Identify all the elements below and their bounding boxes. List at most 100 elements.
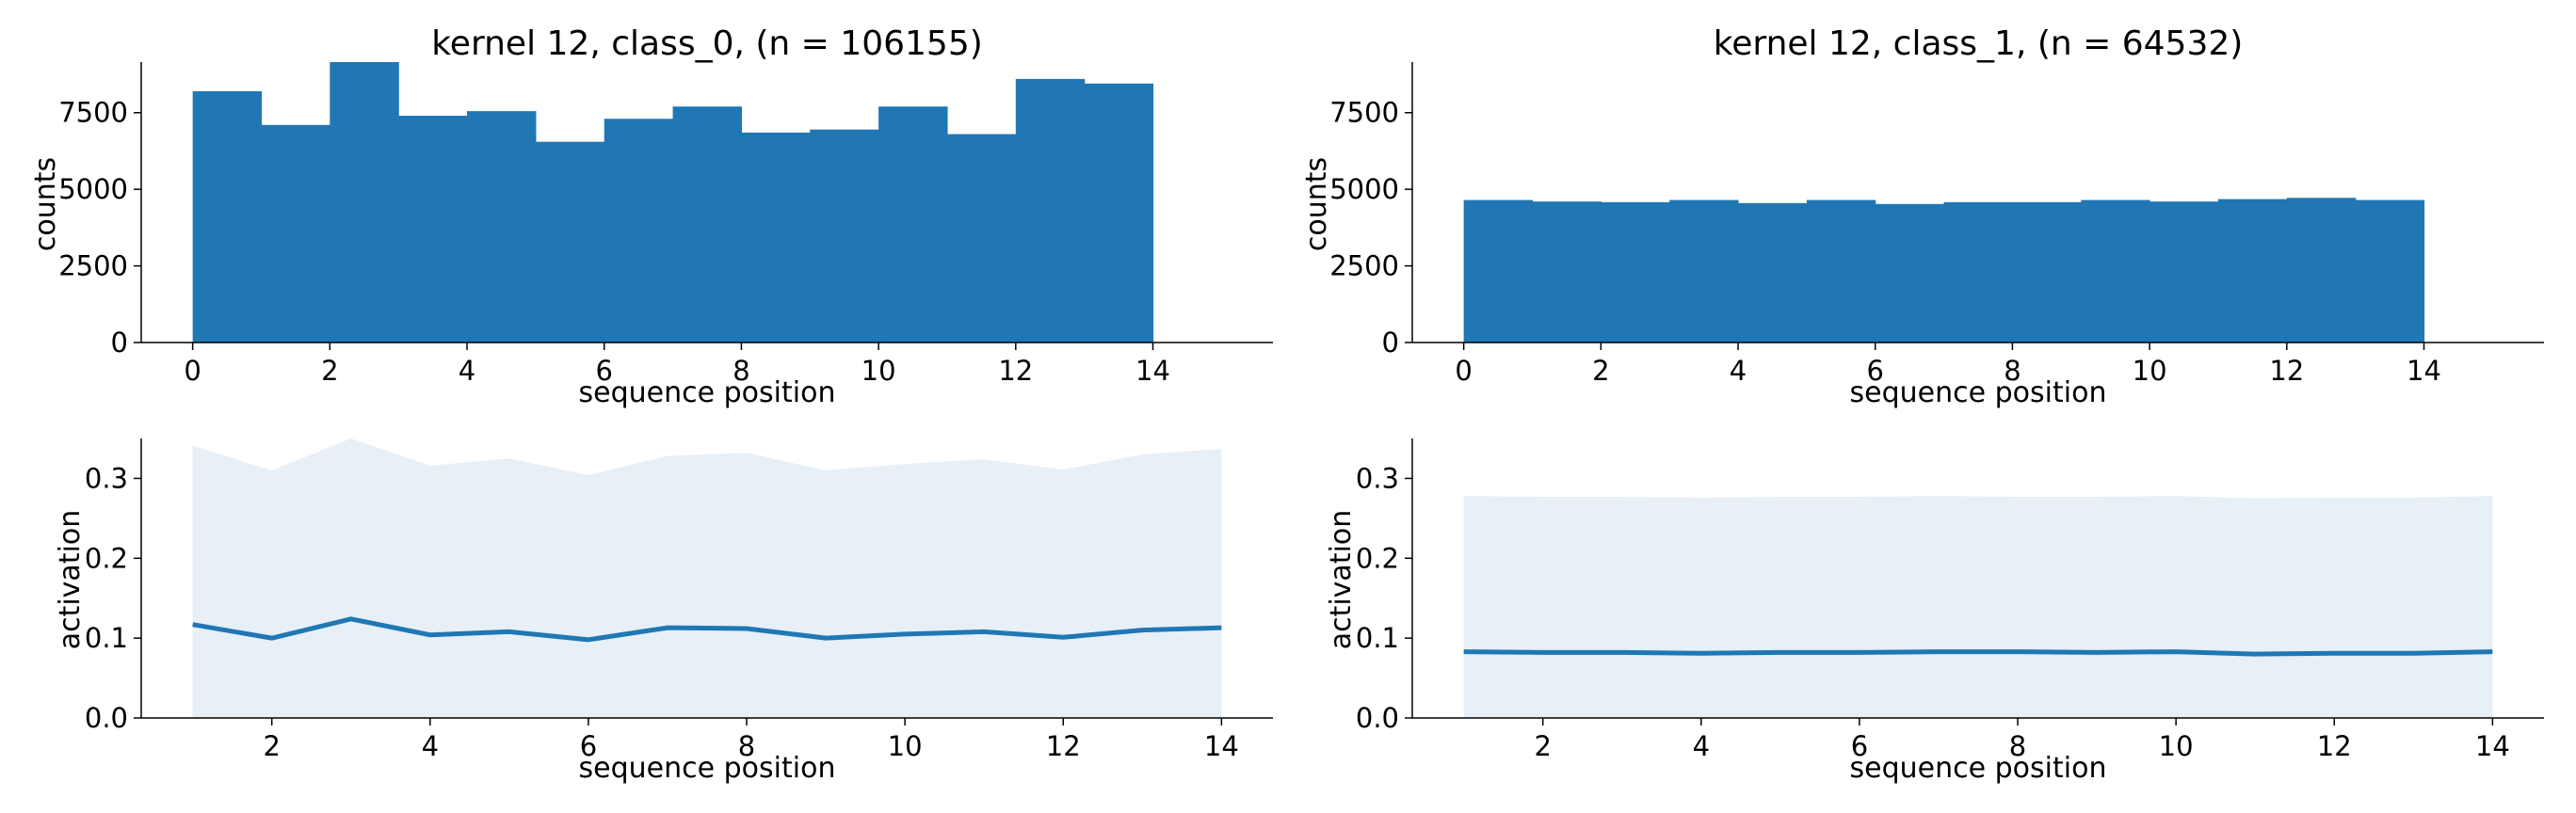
x-tick-label: 8: [733, 355, 749, 387]
histogram-bar: [2012, 201, 2082, 343]
bars: [1463, 198, 2425, 343]
axes: 0 2 4 6 8 10 12 14 0 2500 5000 7500: [58, 62, 1273, 387]
histogram-bar: [878, 106, 948, 343]
y-tick-label: 0.0: [1356, 702, 1399, 734]
x-tick-label: 10: [888, 730, 923, 762]
x-tick-label: 12: [998, 355, 1033, 387]
y-tick-label: 0: [1382, 327, 1399, 359]
activation-band: [1463, 496, 2493, 718]
x-tick-label: 2: [1592, 355, 1609, 387]
x-tick-label: 0: [1455, 355, 1472, 387]
chart-title: kernel 12, class_0, (n = 106155): [431, 24, 983, 63]
mean-activation-line: [192, 616, 1222, 643]
histogram-bar: [1669, 199, 1739, 343]
panel-class1-histogram: kernel 12, class_1, (n = 64532) 0 2 4 6 8 10 1…: [1300, 24, 2544, 409]
x-tick-label: 2: [1534, 730, 1551, 762]
histogram-bar: [261, 124, 330, 343]
x-tick-label: 4: [1730, 355, 1747, 387]
x-tick-label: 6: [1867, 355, 1884, 387]
x-tick-label: 12: [2317, 730, 2352, 762]
x-tick-label: 10: [861, 355, 896, 387]
activation-series: [1463, 496, 2493, 718]
histogram-bar: [1084, 83, 1154, 343]
histogram-bar: [2149, 201, 2219, 343]
mean-activation-line: [1463, 649, 2493, 657]
y-axis-label: counts: [29, 157, 62, 251]
y-tick-label: 5000: [58, 173, 128, 205]
panel-class1-activation: 2 4 6 8 10 12 14 0.0 0.1 0.2 0.3 sequence position…: [1325, 438, 2544, 785]
y-tick-label: 0.2: [85, 542, 128, 574]
x-tick-label: 14: [1204, 730, 1239, 762]
y-tick-label: 0.2: [1356, 542, 1399, 574]
x-axis-label: sequence position: [579, 376, 836, 409]
panel-class0-histogram: kernel 12, class_0, (n = 106155) 0 2 4 6 8 10…: [29, 24, 1273, 409]
histogram-bar: [192, 90, 263, 343]
y-axis-label: counts: [1300, 157, 1333, 251]
activation-series: [192, 438, 1222, 718]
x-tick-label: 4: [422, 730, 439, 762]
histogram-bar: [1015, 78, 1086, 343]
y-tick-label: 0.3: [1356, 462, 1399, 494]
histogram-bar: [2286, 198, 2357, 343]
x-tick-label: 14: [1135, 355, 1170, 387]
y-tick-label: 0.1: [85, 622, 128, 654]
histogram-bar: [1463, 199, 1534, 343]
histogram-bar: [741, 132, 811, 343]
histogram-bar: [1806, 199, 1876, 343]
histogram-bar: [2355, 199, 2425, 343]
x-tick-label: 4: [459, 355, 475, 387]
y-tick-label: 2500: [58, 250, 128, 282]
x-tick-label: 2: [321, 355, 338, 387]
y-axis-label: activation: [54, 510, 87, 650]
y-axis-label: activation: [1325, 510, 1358, 650]
x-axis-label: sequence position: [1850, 376, 2107, 409]
histogram-bar: [604, 119, 674, 343]
x-axis-label: sequence position: [1850, 752, 2107, 785]
x-tick-label: 4: [1693, 730, 1710, 762]
axes: 2 4 6 8 10 12 14 0.0 0.1 0.2 0.3: [1356, 438, 2544, 762]
x-tick-label: 0: [184, 355, 201, 387]
panel-class0-activation: 2 4 6 8 10 12 14 0.0 0.1 0.2 0.3 sequence position…: [54, 438, 1273, 785]
y-tick-label: 5000: [1329, 173, 1399, 205]
x-tick-label: 8: [738, 730, 755, 762]
x-tick-label: 6: [596, 355, 613, 387]
histogram-bar: [1875, 203, 1945, 343]
histogram-bar: [1532, 201, 1602, 343]
x-tick-label: 6: [580, 730, 597, 762]
x-tick-label: 12: [2269, 355, 2304, 387]
axes: 0 2 4 6 8 10 12 14 0 2500 5000 7500: [1329, 62, 2544, 387]
activation-band: [192, 438, 1222, 718]
histogram-bar: [467, 111, 537, 343]
x-tick-label: 8: [2009, 730, 2026, 762]
y-tick-label: 0.1: [1356, 622, 1399, 654]
y-tick-label: 0: [111, 327, 128, 359]
x-tick-label: 10: [2133, 355, 2167, 387]
y-tick-label: 0.0: [85, 702, 128, 734]
chart-title: kernel 12, class_1, (n = 64532): [1714, 24, 2244, 63]
histogram-bar: [2217, 199, 2288, 343]
axes: 2 4 6 8 10 12 14 0.0 0.1 0.2 0.3: [85, 438, 1273, 762]
x-tick-label: 2: [263, 730, 280, 762]
histogram-bar: [398, 115, 468, 343]
bars: [192, 62, 1154, 343]
y-tick-label: 7500: [58, 97, 128, 129]
histogram-bar: [1738, 202, 1808, 343]
histogram-bar: [1943, 201, 2014, 343]
histogram-bar: [672, 106, 743, 343]
x-axis-label: sequence position: [579, 752, 836, 785]
x-tick-label: 14: [2475, 730, 2510, 762]
histogram-bar: [535, 141, 605, 343]
x-tick-label: 14: [2407, 355, 2441, 387]
histogram-bar: [810, 129, 879, 343]
y-tick-label: 0.3: [85, 462, 128, 494]
x-tick-label: 10: [2159, 730, 2194, 762]
histogram-bar: [2081, 199, 2150, 343]
x-tick-label: 8: [2004, 355, 2021, 387]
histogram-bar: [946, 134, 1017, 343]
y-tick-label: 7500: [1329, 97, 1399, 129]
histogram-bar: [1601, 201, 1670, 343]
histogram-bar: [330, 62, 399, 343]
x-tick-label: 6: [1851, 730, 1868, 762]
y-tick-label: 2500: [1329, 250, 1399, 282]
